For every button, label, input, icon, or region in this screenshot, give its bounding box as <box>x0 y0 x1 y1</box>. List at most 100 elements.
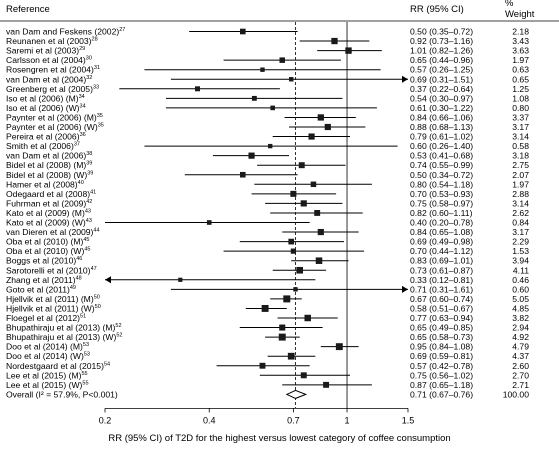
study-reference-number: 50 <box>94 294 100 300</box>
rr-ci-value: 0.40 (0.20–0.78) <box>410 218 473 228</box>
study-label: Pereira et al (2006)36 <box>6 132 86 142</box>
weight-value: 0.63 <box>512 65 529 75</box>
rr-ci-value: 0.65 (0.58–0.73) <box>410 332 473 342</box>
rr-ci-value: 0.87 (0.65–1.18) <box>410 380 473 390</box>
x-axis-label: RR (95% CI) of T2D for the highest versu… <box>108 433 450 444</box>
study-reference-number: 30 <box>86 56 92 62</box>
study-name: Reunanen et al (2003) <box>6 36 92 46</box>
rr-ci-value: 0.79 (0.61–1.02) <box>410 132 473 142</box>
point-estimate-marker <box>304 314 311 322</box>
ci-arrow-left <box>105 276 111 284</box>
point-estimate-marker <box>323 381 330 388</box>
point-estimate-marker <box>298 162 305 169</box>
study-name: Rosengren et al (2004) <box>6 65 94 75</box>
study-name: Bidel et al (2008) (W) <box>6 170 87 180</box>
study-label: Reunanen et al (2003)28 <box>6 36 98 46</box>
ci-arrow-right <box>402 285 408 293</box>
rr-ci-value: 0.61 (0.30–1.22) <box>410 103 473 113</box>
study-label: Hjellvik et al (2011) (M)50 <box>6 294 100 304</box>
study-label: Floegel et al (2012)51 <box>6 313 86 323</box>
rr-ci-value: 0.50 (0.34–0.72) <box>410 170 473 180</box>
rr-ci-value: 0.69 (0.59–0.81) <box>410 351 473 361</box>
rr-ci-value: 0.57 (0.26–1.25) <box>410 65 473 75</box>
study-reference-number: 34 <box>80 103 86 109</box>
study-name: Hjellvik et al (2011) (W) <box>6 303 95 313</box>
weight-value: 3.94 <box>512 256 529 266</box>
study-reference-number: 29 <box>79 46 85 52</box>
rr-ci-value: 0.65 (0.44–0.96) <box>410 55 473 65</box>
point-estimate-marker <box>315 257 323 264</box>
study-reference-number: 38 <box>86 151 92 157</box>
study-label: Paynter et al (2006) (M)35 <box>6 112 103 122</box>
rr-ci-value: 0.74 (0.55–0.99) <box>410 160 473 170</box>
point-estimate-marker <box>324 123 331 131</box>
weight-value: 4.79 <box>512 342 529 352</box>
study-reference-number: 28 <box>92 37 98 43</box>
study-reference-number: 36 <box>80 132 86 138</box>
weight-value: 1.97 <box>512 179 529 189</box>
study-label: van Dam and Feskens (2002)27 <box>6 27 125 37</box>
study-name: Oba et al (2010) (W) <box>6 246 84 256</box>
rr-ci-value: 0.69 (0.49–0.98) <box>410 237 473 247</box>
study-name: Hamer et al (2008) <box>6 179 78 189</box>
study-label: Bidel et al (2008) (W)39 <box>6 170 93 180</box>
point-estimate-marker <box>300 200 307 207</box>
weight-value: 2.62 <box>512 208 529 218</box>
point-estimate-marker <box>279 57 285 63</box>
point-estimate-marker <box>288 238 295 245</box>
rr-ci-value: 0.75 (0.58–0.97) <box>410 198 473 208</box>
weight-value: 3.18 <box>512 151 529 161</box>
study-label: Lee et al (2015) (M)55 <box>6 370 88 380</box>
rr-ci-value: 0.92 (0.73–1.16) <box>410 36 473 46</box>
study-reference-number: 45 <box>83 237 89 243</box>
weight-value: 4.85 <box>512 303 529 313</box>
point-estimate-marker <box>279 324 286 331</box>
study-label: Doo et al (2014) (M)53 <box>6 342 89 352</box>
study-label: Iso et al (2006) (M)34 <box>6 93 85 103</box>
study-reference-number: 53 <box>83 342 89 348</box>
weight-value: 3.14 <box>512 198 529 208</box>
point-estimate-marker <box>261 304 269 312</box>
study-name: Bhupathiraju et al (2013) (W) <box>6 332 116 342</box>
study-name: Nordestgaard et al (2015) <box>6 361 104 371</box>
point-estimate-marker <box>308 133 315 140</box>
study-label: Fuhrman et al (2009)42 <box>6 198 92 208</box>
point-estimate-marker <box>283 295 291 303</box>
point-estimate-marker <box>239 28 246 35</box>
rr-ci-value: 0.37 (0.22–0.64) <box>410 84 473 94</box>
study-name: van Dam et al (2004) <box>6 74 86 84</box>
point-estimate-marker <box>260 67 265 72</box>
point-estimate-marker <box>293 287 298 292</box>
study-name: Bidel et al (2008) (M) <box>6 160 86 170</box>
rr-ci-value: 0.53 (0.41–0.68) <box>410 151 473 161</box>
rr-ci-value: 0.70 (0.53–0.93) <box>410 189 473 199</box>
weight-value: 3.17 <box>512 227 529 237</box>
study-name: van Dam and Feskens (2002) <box>6 27 119 37</box>
weight-value: 1.53 <box>512 246 529 256</box>
reference-header: Reference <box>6 4 50 15</box>
study-reference-number: 43 <box>85 208 91 214</box>
study-name: Oba et al (2010) (M) <box>6 237 84 247</box>
weight-value: 2.70 <box>512 370 529 380</box>
point-estimate-marker <box>195 86 201 92</box>
study-rows: van Dam and Feskens (2002)27 0.50 (0.35–0… <box>6 22 530 409</box>
weight-value: 3.37 <box>512 112 529 122</box>
x-tick-label: 0.4 <box>203 415 216 425</box>
study-reference-number: 35 <box>97 113 103 119</box>
point-estimate-marker <box>278 333 286 341</box>
study-reference-number: 35 <box>98 123 104 129</box>
study-label: Bhupathiraju et al (2013) (M)52 <box>6 323 122 333</box>
weight-value: 0.60 <box>512 284 529 294</box>
study-label: van Dam et al (2006)38 <box>6 151 92 161</box>
rr-ci-value: 0.71 (0.31–1.61) <box>410 284 473 294</box>
rr-ci-value: 0.75 (0.56–1.02) <box>410 370 473 380</box>
study-name: Goto et al (2011) <box>6 284 70 294</box>
point-estimate-marker <box>251 95 257 101</box>
overall-weight-value: 100.00 <box>503 389 530 399</box>
weight-value: 4.92 <box>512 332 529 342</box>
study-name: Doo et al (2014) (M) <box>6 342 83 352</box>
study-label: Bidel et al (2008) (M)39 <box>6 160 92 170</box>
rr-ci-value: 0.33 (0.12–0.81) <box>410 275 473 285</box>
study-name: Doo et al (2014) (W) <box>6 351 84 361</box>
